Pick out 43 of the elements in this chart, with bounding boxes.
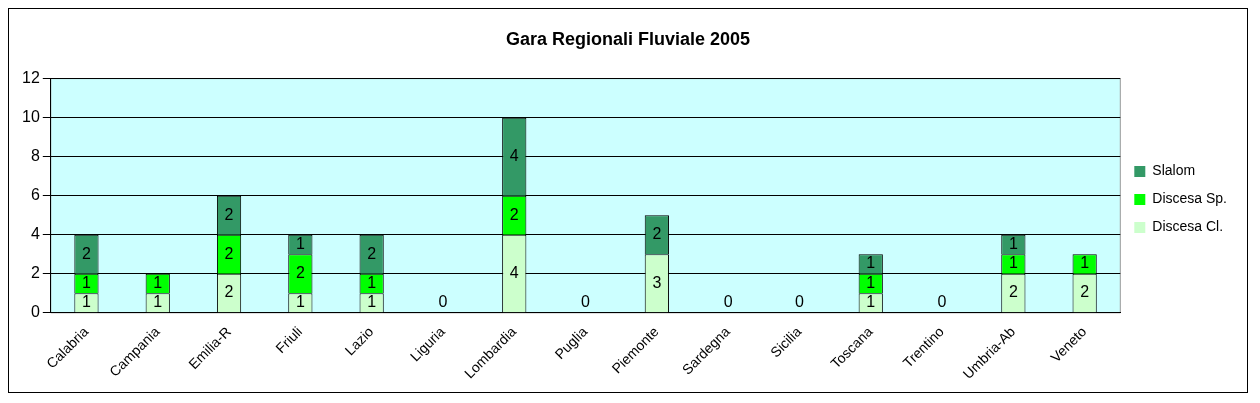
data-label: 1 (153, 293, 163, 311)
data-label: 2 (1080, 283, 1090, 301)
data-label: 2 (652, 225, 662, 243)
data-label: 1 (1080, 254, 1090, 272)
data-label: 2 (224, 205, 234, 223)
data-label: 1 (866, 293, 876, 311)
data-label: 0 (937, 293, 947, 311)
data-label: 0 (795, 293, 804, 311)
data-label: 0 (438, 293, 448, 311)
data-label: 2 (224, 283, 234, 301)
chart-title: Gara Regionali Fluviale 2005 (505, 28, 751, 49)
data-label: 1 (81, 273, 91, 291)
y-tick-label: 6 (30, 186, 40, 204)
data-label: 1 (367, 273, 377, 291)
legend-label: Discesa Cl. (1152, 218, 1224, 235)
data-label: 3 (652, 273, 662, 291)
y-tick-label: 8 (30, 147, 40, 165)
data-label: 1 (1008, 254, 1018, 272)
data-label: 1 (295, 234, 305, 252)
data-label: 2 (224, 244, 234, 262)
legend-label: Discesa Sp. (1152, 190, 1228, 207)
y-tick-label: 0 (30, 303, 40, 321)
legend-label: Slalom (1152, 162, 1196, 179)
data-label: 1 (866, 254, 876, 272)
data-label: 1 (1008, 234, 1018, 252)
y-tick-label: 10 (22, 108, 40, 126)
data-label: 2 (367, 244, 377, 262)
y-tick-label: 4 (30, 225, 40, 243)
data-label: 2 (509, 205, 519, 223)
data-label: 4 (509, 263, 519, 281)
data-label: 1 (153, 273, 163, 291)
data-label: 4 (509, 147, 519, 165)
y-tick-label: 12 (22, 69, 40, 87)
data-label: 2 (295, 264, 305, 282)
data-label: 1 (81, 293, 91, 311)
data-label: 2 (1008, 283, 1018, 301)
data-label: 1 (295, 293, 305, 311)
y-tick-label: 2 (30, 264, 40, 282)
data-label: 1 (367, 293, 377, 311)
data-label: 2 (81, 244, 91, 262)
data-label: 1 (866, 273, 876, 291)
data-label: 0 (723, 293, 733, 311)
data-label: 0 (581, 293, 591, 311)
